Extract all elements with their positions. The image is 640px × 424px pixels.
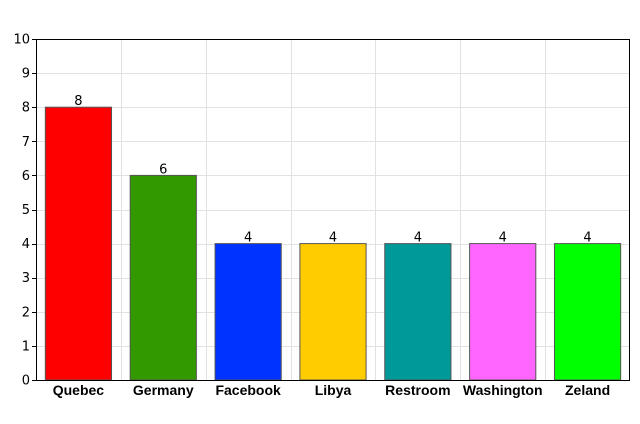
category-label-libya: Libya: [315, 382, 352, 398]
category-label-quebec: Quebec: [53, 382, 105, 398]
bar-washington: [469, 243, 537, 381]
y-tick-label: 5: [22, 203, 30, 218]
category-label-washington: Washington: [463, 382, 543, 398]
y-tick-labels: 0 1 2 3 4 5 6 7 8 9 10: [13, 33, 36, 389]
data-labels: 8 6 4 4 4 4 4: [74, 94, 591, 245]
y-tick-label: 8: [22, 101, 30, 116]
y-tick-label: 9: [22, 67, 30, 82]
y-tick-label: 0: [22, 374, 30, 389]
bar-quebec: [44, 106, 113, 381]
bar-facebook: [214, 243, 282, 381]
category-label-facebook: Facebook: [215, 382, 281, 398]
category-label-germany: Germany: [133, 382, 194, 398]
bar-libya: [299, 243, 367, 381]
y-tick-label: 10: [13, 33, 30, 48]
data-label-germany: 6: [159, 162, 167, 177]
bar-germany: [129, 174, 197, 381]
data-label-restroom: 4: [414, 231, 422, 246]
category-label-zeland: Zeland: [565, 382, 610, 398]
y-tick-label: 3: [22, 271, 30, 286]
y-tick-label: 6: [22, 169, 30, 184]
data-label-zeland: 4: [583, 231, 591, 246]
data-label-facebook: 4: [244, 231, 252, 246]
y-tick-label: 4: [22, 237, 30, 252]
data-label-washington: 4: [499, 231, 507, 246]
y-tick-label: 7: [22, 135, 30, 150]
data-label-quebec: 8: [74, 94, 82, 109]
y-tick-label: 1: [22, 339, 30, 354]
bar-zeland: [553, 243, 622, 381]
y-tick-label: 2: [22, 305, 30, 320]
axes: [36, 39, 630, 381]
x-category-labels: Quebec Germany Facebook Libya Restroom Washin…: [53, 382, 610, 398]
bars: [44, 106, 622, 381]
data-label-libya: 4: [329, 231, 337, 246]
category-label-restroom: Restroom: [385, 382, 450, 398]
bar-restroom: [384, 243, 452, 381]
